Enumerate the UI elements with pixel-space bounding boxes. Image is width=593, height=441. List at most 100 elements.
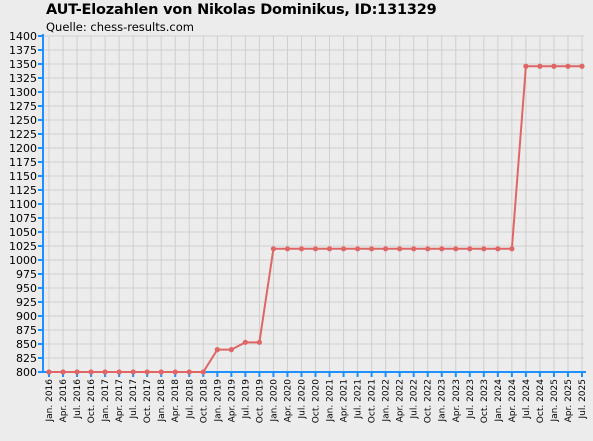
- y-tick-label: 925: [16, 296, 37, 309]
- y-tick-label: 1200: [9, 142, 37, 155]
- data-point: [102, 369, 108, 375]
- x-tick-label: Oct. 2016: [87, 379, 97, 423]
- x-tick-label: Jan. 2021: [326, 379, 336, 423]
- x-tick-label: Oct. 2019: [255, 379, 265, 423]
- data-point: [425, 246, 431, 252]
- data-point: [186, 369, 192, 375]
- data-point: [467, 246, 473, 252]
- data-point: [242, 339, 248, 345]
- x-tick-label: Jan. 2017: [101, 379, 111, 423]
- data-point: [537, 63, 543, 69]
- x-tick-label: Jan. 2018: [157, 379, 167, 423]
- x-tick-label: Oct. 2021: [368, 379, 378, 423]
- x-tick-label: Apr. 2017: [115, 379, 125, 422]
- x-tick-label: Jul. 2023: [466, 379, 476, 420]
- data-point: [172, 369, 178, 375]
- x-tick-label: Jul. 2022: [410, 379, 420, 420]
- x-tick-label: Apr. 2019: [227, 379, 237, 423]
- x-tick-label: Jul. 2020: [297, 379, 307, 420]
- y-tick-label: 1375: [9, 44, 37, 57]
- chart-title: AUT-Elozahlen von Nikolas Dominikus, ID:…: [46, 2, 437, 18]
- axes: [38, 34, 586, 377]
- y-tick-label: 1100: [9, 198, 37, 211]
- data-point: [509, 246, 515, 252]
- y-tick-label: 875: [16, 324, 37, 337]
- data-point: [354, 246, 361, 252]
- y-tick-label: 1025: [9, 240, 37, 253]
- x-tick-labels: Jan. 2016 Apr. 2016 Jul. 2016 Oct. 2016 Jan.…: [45, 379, 588, 423]
- x-tick-label: Jul. 2024: [522, 379, 532, 420]
- y-tick-labels: 8008258508759009259509751000102510501075…: [9, 30, 37, 379]
- x-tick-label: Apr. 2018: [171, 379, 181, 423]
- data-point: [60, 369, 66, 375]
- data-point: [369, 246, 375, 252]
- y-tick-label: 1150: [9, 170, 37, 183]
- y-tick-label: 850: [16, 338, 37, 351]
- y-tick-label: 1075: [9, 212, 37, 225]
- y-tick-label: 950: [16, 282, 37, 295]
- data-point: [200, 369, 206, 375]
- data-point: [256, 339, 262, 345]
- data-point: [144, 369, 150, 375]
- data-point: [326, 246, 333, 252]
- y-tick-label: 1225: [9, 128, 37, 141]
- x-tick-label: Apr. 2024: [508, 379, 518, 423]
- data-point: [565, 63, 571, 69]
- y-tick-label: 1400: [9, 30, 37, 43]
- y-tick-label: 975: [16, 268, 37, 281]
- x-tick-label: Oct. 2023: [480, 379, 490, 423]
- x-tick-label: Oct. 2018: [199, 379, 209, 423]
- data-point: [523, 63, 529, 69]
- x-tick-label: Apr. 2021: [340, 379, 350, 422]
- data-point: [383, 246, 389, 252]
- x-tick-label: Apr. 2025: [564, 379, 574, 422]
- chart-subtitle: Quelle: chess-results.com: [46, 20, 194, 34]
- data-point: [214, 347, 220, 353]
- x-tick-label: Jul. 2018: [185, 379, 195, 420]
- x-tick-label: Apr. 2023: [452, 379, 462, 422]
- x-tick-label: Jul. 2019: [241, 379, 251, 420]
- x-tick-label: Jul. 2021: [354, 379, 364, 420]
- data-point: [228, 347, 234, 353]
- y-tick-label: 1250: [9, 114, 37, 127]
- x-tick-label: Jan. 2022: [382, 379, 392, 423]
- x-tick-label: Jul. 2016: [73, 379, 83, 420]
- x-tick-label: Jul. 2025: [578, 379, 588, 420]
- data-point: [312, 246, 319, 252]
- x-tick-label: Oct. 2020: [312, 379, 322, 423]
- x-tick-label: Apr. 2020: [283, 379, 293, 423]
- data-point: [74, 369, 80, 375]
- y-tick-label: 1325: [9, 72, 37, 85]
- x-tick-label: Apr. 2022: [396, 379, 406, 422]
- data-point: [46, 369, 52, 375]
- grid: [43, 35, 584, 373]
- data-point: [158, 369, 164, 375]
- x-tick-label: Jan. 2024: [494, 379, 504, 423]
- x-tick-label: Jan. 2019: [213, 379, 223, 423]
- y-tick-label: 825: [16, 352, 37, 365]
- data-point: [340, 246, 347, 252]
- data-point: [397, 246, 403, 252]
- data-point: [88, 369, 94, 375]
- y-tick-label: 1300: [9, 86, 37, 99]
- x-tick-label: Jan. 2016: [45, 379, 55, 423]
- data-point: [284, 246, 291, 252]
- y-tick-label: 1000: [9, 254, 37, 267]
- x-tick-label: Jan. 2020: [269, 379, 279, 423]
- x-tick-label: Apr. 2016: [59, 379, 69, 423]
- data-point: [551, 63, 557, 69]
- data-point: [298, 246, 305, 252]
- data-point: [439, 246, 445, 252]
- data-point: [495, 246, 501, 252]
- data-point: [579, 63, 585, 69]
- data-point: [130, 369, 136, 375]
- data-point: [116, 369, 122, 375]
- data-point: [453, 246, 459, 252]
- x-tick-label: Oct. 2022: [424, 379, 434, 423]
- y-tick-label: 1275: [9, 100, 37, 113]
- x-tick-label: Jan. 2023: [438, 379, 448, 423]
- y-tick-label: 900: [16, 310, 37, 323]
- x-tick-label: Oct. 2017: [143, 379, 153, 423]
- series: [46, 63, 585, 375]
- y-tick-label: 1125: [9, 184, 37, 197]
